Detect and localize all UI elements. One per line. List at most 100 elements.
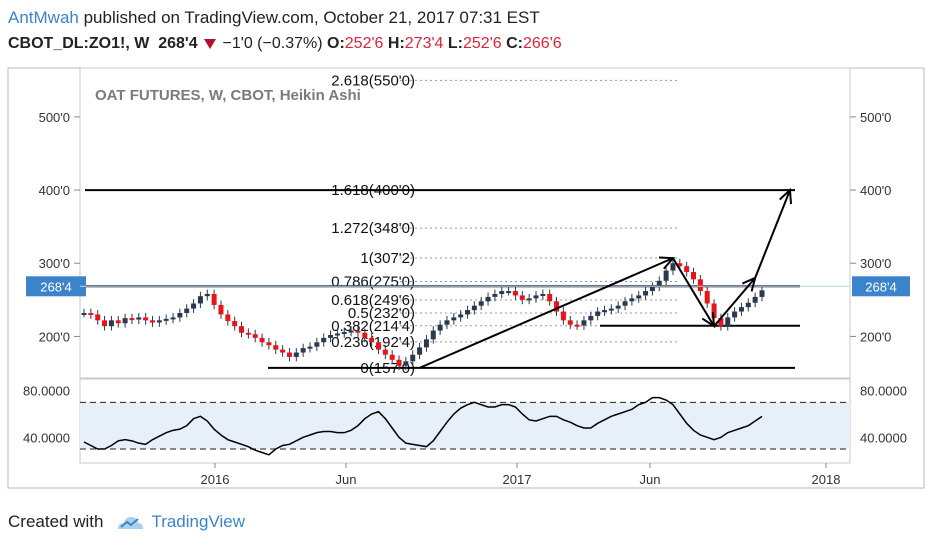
candle-body	[88, 313, 94, 315]
candle-body	[629, 298, 635, 302]
candle-body	[204, 293, 210, 297]
candle-body	[191, 303, 197, 309]
candle-body	[136, 317, 142, 320]
tradingview-logo-icon	[118, 517, 144, 529]
candle-body	[225, 314, 231, 322]
y-tick-left: 500'0	[39, 110, 70, 125]
candle-body	[280, 349, 286, 353]
candle-body	[608, 308, 614, 311]
footer: Created with TradingView	[8, 512, 245, 532]
price-tag-text: 268'4	[865, 279, 896, 294]
osc-tick-right: 40.0000	[860, 430, 907, 445]
candle-body	[328, 334, 334, 338]
candle-body	[752, 296, 758, 303]
candle-body	[95, 314, 101, 321]
oscillator-line	[83, 396, 763, 456]
x-tick-label: Jun	[640, 472, 661, 487]
candle-body	[184, 308, 190, 313]
candle-body	[382, 349, 388, 355]
candle-body	[622, 301, 628, 306]
symbol-line: CBOT_DL:ZO1!, W 268'4 −1'0 (−0.37%) O:25…	[8, 35, 562, 53]
candle-body	[588, 315, 594, 321]
candle-body	[697, 279, 703, 292]
candle-body	[560, 311, 566, 321]
price-pane	[79, 67, 851, 379]
symbol-name: CBOT_DL:ZO1!, W	[8, 35, 150, 52]
candle-body	[478, 301, 484, 306]
fib-level-label: 1.272(348'0)	[331, 220, 415, 237]
candle-body	[601, 310, 607, 313]
price-change: −1'0 (−0.37%)	[222, 35, 323, 52]
candle-body	[273, 345, 279, 350]
price-tag-text: 268'4	[40, 279, 71, 294]
y-tick-right: 400'0	[860, 183, 891, 198]
candle-body	[259, 337, 265, 343]
author-link[interactable]: AntMwah	[8, 8, 79, 27]
candle-body	[348, 330, 354, 333]
osc-tick-left: 40.0000	[23, 430, 70, 445]
candle-body	[334, 333, 340, 336]
price-tag-left	[26, 276, 86, 297]
candle-body	[149, 320, 155, 323]
candle-body	[197, 296, 203, 304]
candle-body	[286, 352, 292, 357]
x-tick-label: 2018	[812, 472, 841, 487]
trend-arrow-line	[754, 189, 791, 279]
candle-body	[245, 332, 251, 335]
trend-arrow-line	[419, 257, 674, 369]
candle-body	[81, 313, 87, 315]
candle-body	[636, 295, 642, 299]
candle-body	[396, 359, 402, 366]
publish-info: published on TradingView.com, October 21…	[78, 8, 540, 27]
candle-body	[307, 346, 313, 349]
fib-level-label: 2.618(550'0)	[331, 72, 415, 89]
candle-body	[355, 330, 361, 333]
candle-body	[465, 310, 471, 315]
candle-body	[656, 280, 662, 287]
candle-body	[643, 291, 649, 296]
candle-body	[725, 317, 731, 327]
candle-body	[410, 354, 416, 362]
candle-body	[547, 293, 553, 302]
candle-body	[533, 295, 539, 299]
y-tick-right: 200'0	[860, 329, 891, 344]
candle-body	[314, 342, 320, 347]
candle-body	[499, 291, 505, 294]
candle-body	[252, 334, 258, 338]
candle-body	[403, 361, 409, 366]
high-value: 273'4	[404, 35, 444, 52]
candle-body	[218, 304, 224, 315]
candle-body	[293, 352, 299, 357]
candle-body	[430, 330, 436, 340]
candle-body	[506, 291, 512, 294]
candle-body	[567, 320, 573, 325]
last-price: 268'4	[158, 35, 198, 52]
candle-body	[417, 347, 423, 355]
fib-level-label: 0.236(192'4)	[331, 334, 415, 351]
close-label: C:	[506, 35, 523, 52]
candle-body	[684, 266, 690, 273]
candle-body	[485, 296, 491, 302]
osc-tick-right: 80.0000	[860, 384, 907, 399]
candle-body	[239, 326, 245, 333]
candle-body	[519, 295, 525, 300]
open-label: O:	[327, 35, 345, 52]
x-tick-label: 2017	[503, 472, 532, 487]
candle-body	[458, 314, 464, 318]
oscillator-band-fill	[80, 402, 850, 449]
candle-body	[554, 301, 560, 312]
candle-body	[745, 302, 751, 308]
candle-body	[369, 337, 375, 343]
osc-tick-left: 80.0000	[23, 384, 70, 399]
candle-body	[177, 313, 183, 318]
candle-body	[341, 332, 347, 335]
candle-body	[711, 303, 717, 319]
candle-body	[471, 305, 477, 311]
chart-title: OAT FUTURES, W, CBOT, Heikin Ashi	[95, 87, 361, 104]
candle-body	[423, 339, 429, 348]
candle-body	[108, 320, 114, 327]
candle-body	[102, 320, 108, 327]
tradingview-brand-link[interactable]: TradingView	[151, 512, 245, 531]
candle-body	[115, 320, 121, 324]
